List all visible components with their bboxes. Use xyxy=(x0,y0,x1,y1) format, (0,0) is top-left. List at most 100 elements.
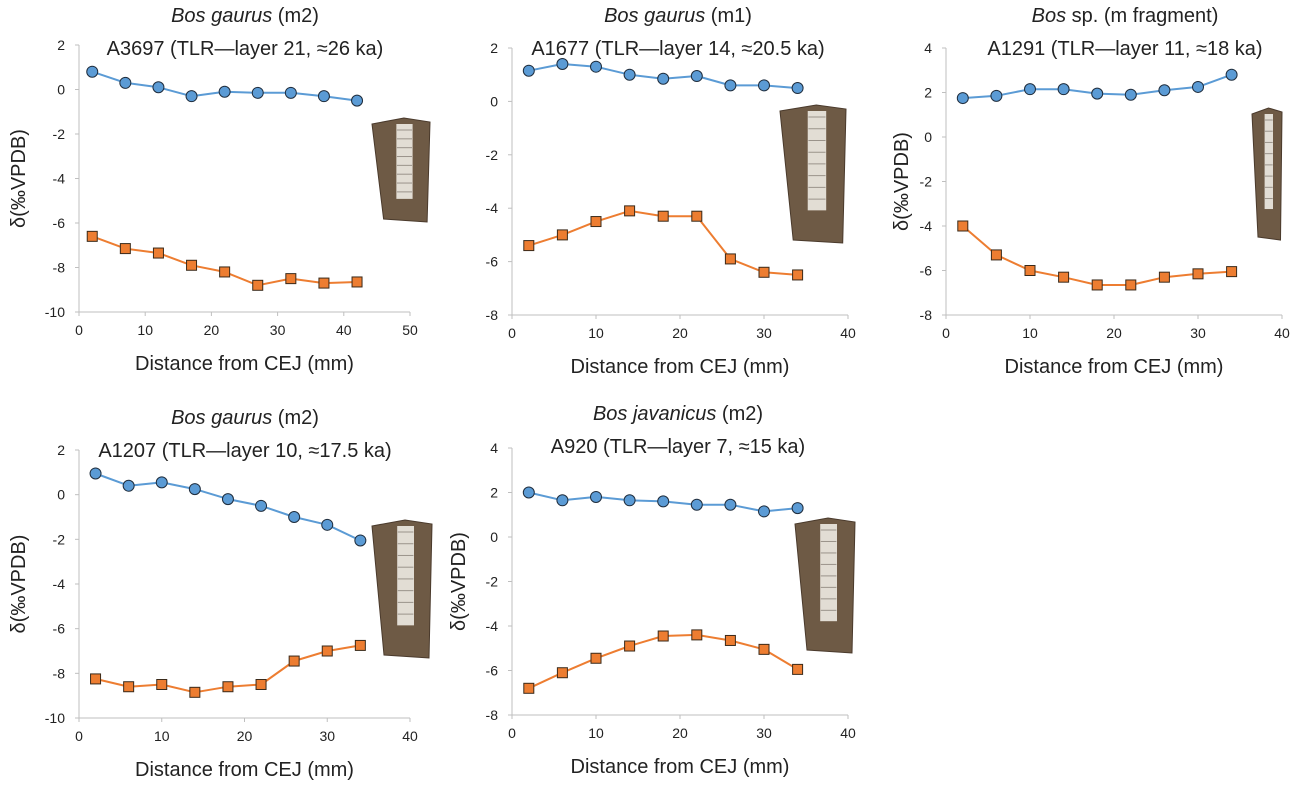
x-tick-label: 10 xyxy=(1022,325,1038,341)
x-tick-label: 0 xyxy=(942,325,950,341)
data-point-circle xyxy=(317,90,330,103)
carbon-series-line xyxy=(962,225,1232,286)
data-point-square xyxy=(624,640,636,652)
y-tick-label: 0 xyxy=(490,529,498,545)
data-point-circle xyxy=(724,498,737,511)
data-point-circle xyxy=(1192,80,1204,93)
tooth-specimen-image xyxy=(1251,107,1283,241)
data-point-square xyxy=(1091,279,1103,291)
data-point-circle xyxy=(1124,88,1137,101)
data-point-circle xyxy=(1158,84,1171,97)
x-tick-label: 30 xyxy=(319,728,335,744)
data-point-square xyxy=(86,230,98,242)
data-point-circle xyxy=(623,68,636,81)
data-point-square xyxy=(523,240,535,252)
y-tick-label: -8 xyxy=(53,260,66,276)
x-tick-label: 20 xyxy=(237,728,253,744)
data-point-circle xyxy=(758,79,770,92)
data-point-square xyxy=(156,679,168,690)
title-suffix: sp. (m fragment) xyxy=(1066,5,1218,27)
data-point-square xyxy=(318,277,330,289)
tooth-specimen-image xyxy=(779,104,847,244)
data-point-square xyxy=(255,679,267,690)
data-point-circle xyxy=(522,64,535,77)
tooth-enamel xyxy=(397,526,414,626)
oxygen-series-line xyxy=(95,472,361,542)
data-point-circle xyxy=(351,94,364,107)
data-point-square xyxy=(590,652,602,664)
data-point-circle xyxy=(657,72,670,85)
chart-subtitle: A920 (TLR—layer 7, ≈15 ka) xyxy=(551,436,805,458)
data-point-square xyxy=(691,210,703,222)
x-tick-label: 40 xyxy=(840,725,856,741)
y-tick-label: 2 xyxy=(490,40,498,56)
tooth-specimen-image xyxy=(794,517,856,654)
chart-subtitle: A1291 (TLR—layer 11, ≈18 ka) xyxy=(987,38,1262,60)
data-point-square xyxy=(321,645,333,657)
chart-panel-2: Bos gaurus (m1) A1677 (TLR—layer 14, ≈20.… xyxy=(486,5,856,378)
title-species: Bos gaurus xyxy=(171,5,272,27)
data-point-circle xyxy=(122,479,135,492)
y-tick-label: -10 xyxy=(45,710,65,726)
data-point-circle xyxy=(255,499,268,512)
y-tick-label: -2 xyxy=(53,531,66,547)
data-point-circle xyxy=(1225,68,1238,81)
y-tick-label: 4 xyxy=(490,440,498,456)
data-point-square xyxy=(351,276,363,288)
data-point-square xyxy=(657,630,669,642)
x-axis-label: Distance from CEJ (mm) xyxy=(1005,356,1224,378)
data-point-circle xyxy=(221,493,234,506)
data-point-square xyxy=(1192,268,1204,280)
data-point-square xyxy=(119,243,131,255)
y-tick-label: -4 xyxy=(53,576,66,592)
chart-panel-3: Bos sp. (m fragment) A1291 (TLR—layer 11,… xyxy=(891,5,1290,378)
data-point-square xyxy=(1158,271,1170,283)
data-point-square xyxy=(758,266,770,278)
carbon-series-line xyxy=(528,633,799,690)
y-tick-label: -6 xyxy=(53,621,66,637)
data-point-circle xyxy=(185,90,198,103)
title-species: Bos javanicus xyxy=(593,403,716,425)
data-point-square xyxy=(1058,271,1070,283)
data-point-circle xyxy=(657,495,670,508)
x-tick-label: 0 xyxy=(75,322,83,338)
data-point-circle xyxy=(1091,87,1104,100)
x-tick-label: 20 xyxy=(672,725,688,741)
data-point-circle xyxy=(690,498,703,511)
y-tick-label: 2 xyxy=(924,85,932,101)
y-axis-label: δ(‰VPDB) xyxy=(8,129,30,228)
data-point-square xyxy=(957,220,969,232)
chart-panel-5: Bos javanicus (m2) A920 (TLR—layer 7, ≈15… xyxy=(448,403,856,778)
data-point-circle xyxy=(522,486,535,499)
title-species: Bos gaurus xyxy=(604,5,705,27)
data-point-circle xyxy=(251,86,264,99)
title-suffix: (m2) xyxy=(272,407,319,429)
data-point-square xyxy=(123,681,135,693)
y-tick-label: -4 xyxy=(486,200,499,216)
y-tick-label: -6 xyxy=(486,254,499,270)
data-point-circle xyxy=(590,490,602,503)
data-point-circle xyxy=(956,92,969,105)
y-tick-label: -2 xyxy=(486,147,499,163)
data-point-square xyxy=(186,259,198,271)
chart-title: Bos gaurus (m1) xyxy=(604,5,752,27)
y-tick-label: -6 xyxy=(920,263,933,279)
y-tick-label: 2 xyxy=(490,485,498,501)
data-point-square xyxy=(189,686,201,698)
y-tick-label: 0 xyxy=(490,93,498,109)
data-point-circle xyxy=(1057,83,1070,96)
y-axis-label: δ(‰VPDB) xyxy=(448,532,470,631)
x-tick-label: 10 xyxy=(588,325,604,341)
y-tick-label: -4 xyxy=(486,618,499,634)
x-tick-label: 40 xyxy=(402,728,418,744)
data-point-circle xyxy=(690,70,703,83)
data-point-square xyxy=(252,279,264,291)
chart-subtitle: A1677 (TLR—layer 14, ≈20.5 ka) xyxy=(531,38,824,60)
data-point-circle xyxy=(623,494,636,507)
tooth-enamel xyxy=(807,111,827,211)
chart-panel-4: Bos gaurus (m2) A1207 (TLR—layer 10, ≈17.… xyxy=(8,407,433,781)
data-point-square xyxy=(523,682,535,694)
y-tick-label: -6 xyxy=(53,215,66,231)
x-tick-label: 10 xyxy=(154,728,170,744)
y-tick-label: 2 xyxy=(57,442,65,458)
